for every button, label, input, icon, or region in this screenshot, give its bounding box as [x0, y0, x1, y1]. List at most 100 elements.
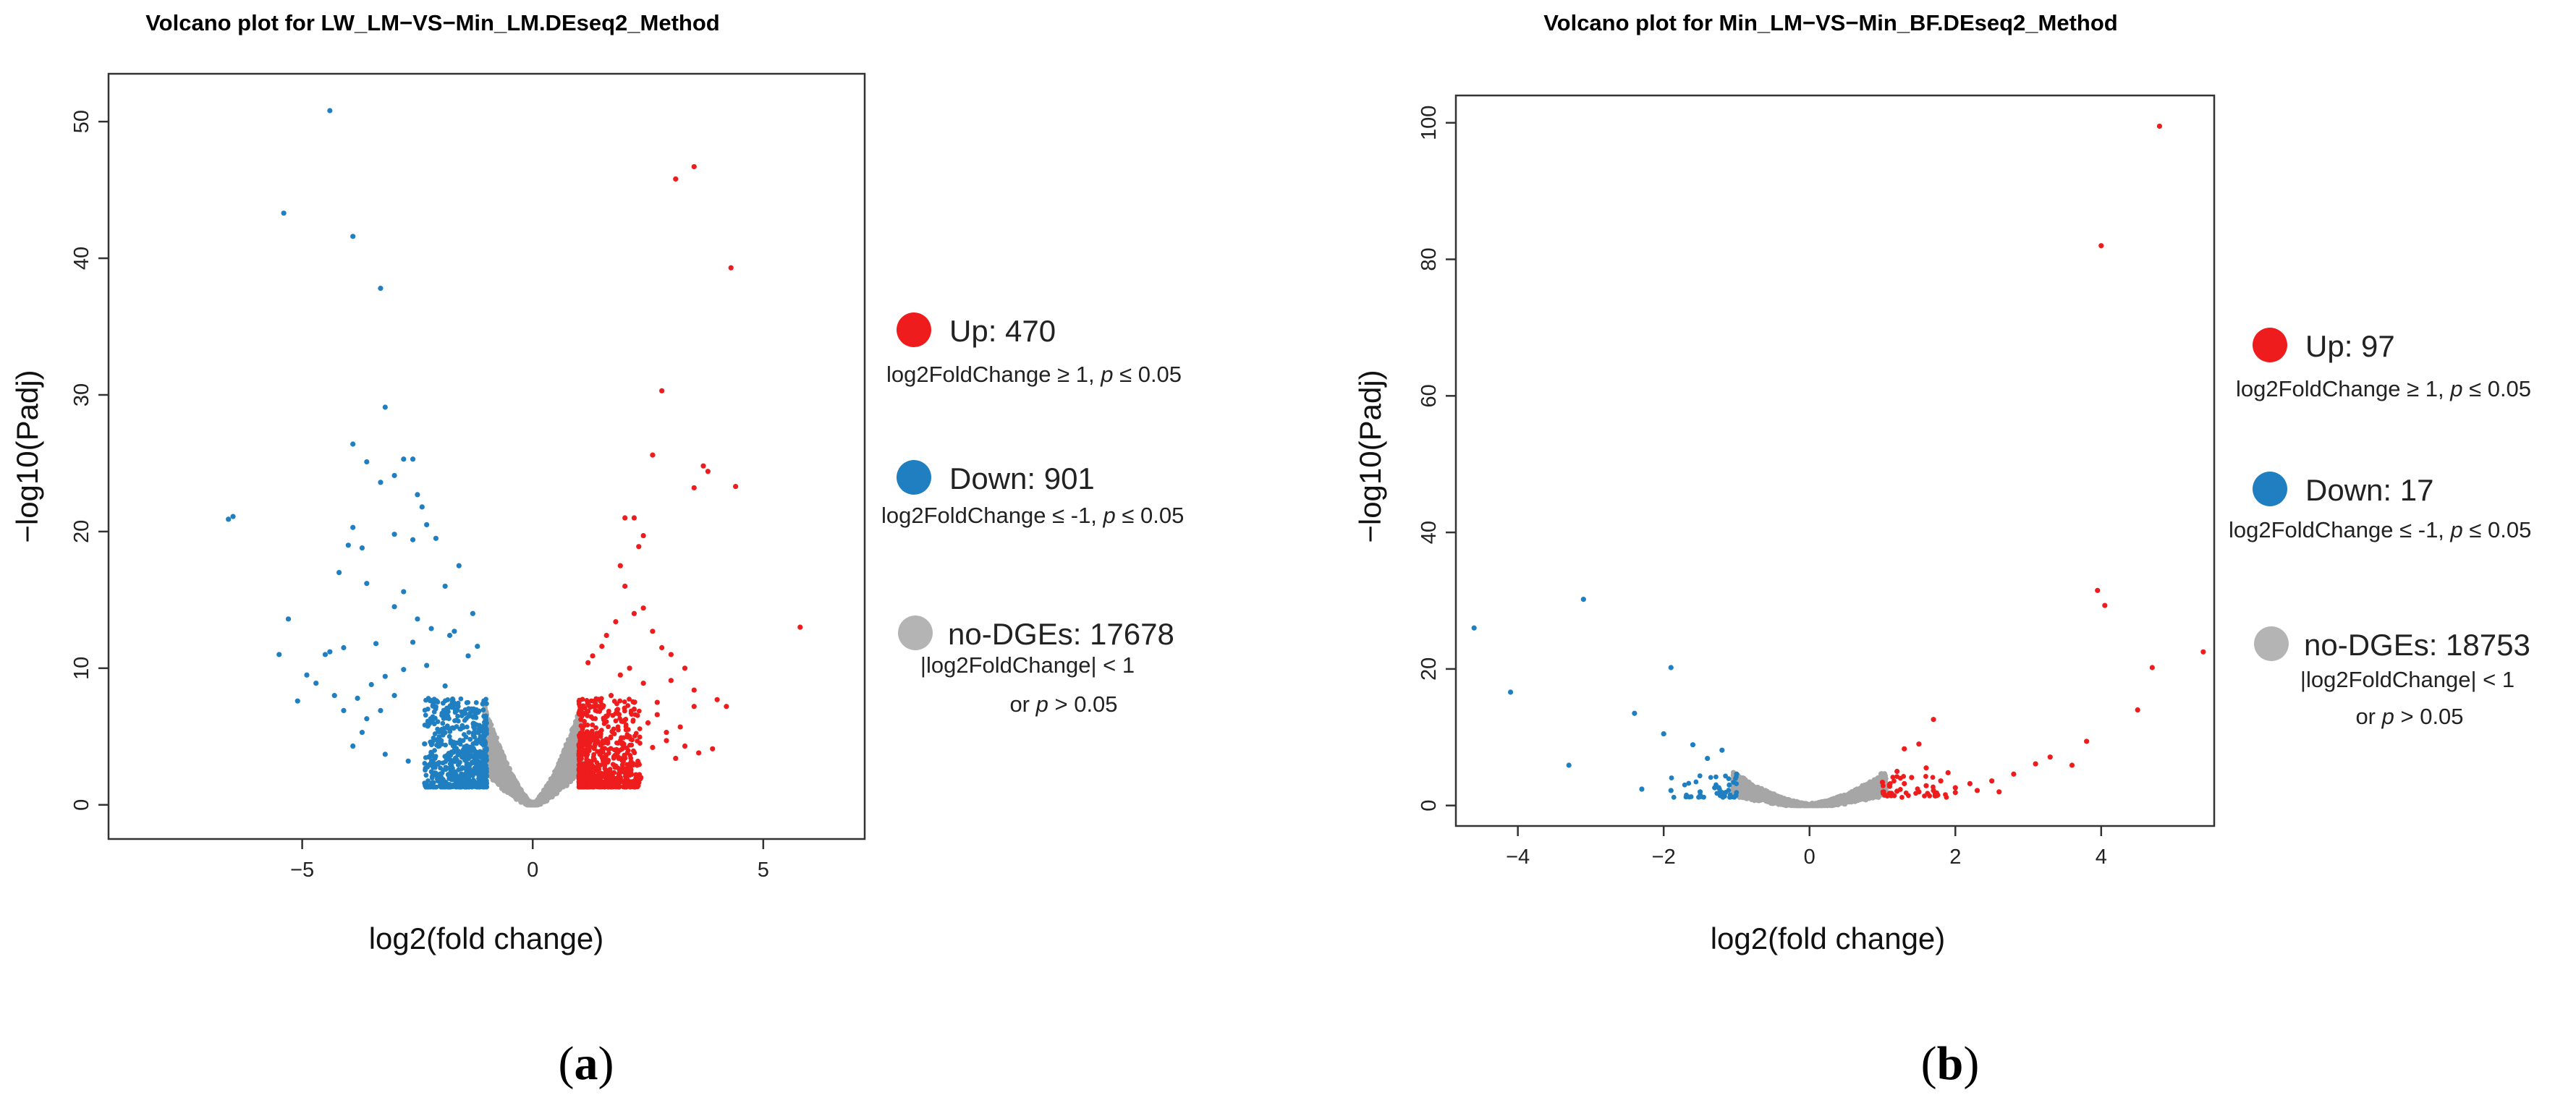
- down-gene-point: [456, 563, 462, 568]
- up-gene-point: [700, 463, 706, 469]
- down-gene-point: [475, 644, 480, 650]
- no-dge-point: [533, 802, 538, 808]
- down-gene-point: [350, 441, 356, 447]
- down-gene-point: [440, 760, 446, 766]
- plot-frame-a: [107, 72, 866, 840]
- up-gene-point: [598, 699, 603, 704]
- down-gene-point: [230, 514, 236, 519]
- chart-title-b: Volcano plot for Min_LM−VS−Min_BF.DEseq2…: [1543, 10, 2117, 35]
- down-gene-point: [430, 703, 436, 709]
- legend-nodge-condition-2-a: or p > 0.05: [1009, 691, 1117, 717]
- up-gene-point: [673, 176, 679, 182]
- down-gene-point: [427, 697, 433, 703]
- up-gene-point: [598, 728, 604, 733]
- down-gene-point: [483, 713, 489, 719]
- x-tick-label: 2: [1949, 846, 1961, 869]
- down-gene-point: [373, 641, 379, 647]
- up-gene-point: [650, 452, 656, 458]
- no-dge-cloud-b: [1730, 770, 1889, 809]
- up-gene-point: [617, 715, 622, 721]
- no-dge-point: [545, 793, 551, 798]
- up-gene-point: [630, 718, 636, 724]
- down-gene-point: [304, 672, 310, 678]
- down-gene-point: [440, 720, 446, 726]
- up-gene-point: [631, 610, 637, 616]
- down-gene-point: [422, 781, 428, 787]
- down-gene-point: [433, 770, 438, 776]
- up-gene-point: [615, 741, 621, 746]
- down-gene-point: [391, 532, 397, 537]
- down-gene-point: [467, 744, 473, 750]
- down-gene-point: [463, 780, 469, 785]
- no-dge-point: [543, 785, 550, 791]
- up-gene-point: [590, 783, 596, 789]
- down-gene-point: [382, 751, 388, 757]
- down-gene-point: [410, 456, 416, 462]
- up-gene-point: [797, 624, 803, 630]
- down-gene-point: [458, 726, 464, 732]
- down-gene-point: [450, 750, 456, 755]
- down-gene-point: [313, 681, 319, 686]
- x-tick-label: −2: [1652, 846, 1676, 869]
- down-gene-point: [410, 639, 416, 645]
- no-dge-point: [491, 770, 496, 775]
- x-tick-label: 5: [758, 859, 769, 882]
- up-gene-point: [627, 665, 632, 671]
- up-gene-point: [600, 746, 606, 751]
- up-gene-point: [668, 678, 674, 683]
- up-gene-point: [627, 733, 632, 739]
- down-gene-point: [452, 629, 457, 634]
- up-gene-point: [612, 778, 617, 784]
- down-gene-point: [483, 697, 488, 702]
- down-gene-point: [452, 718, 457, 723]
- up-gene-point: [594, 731, 599, 736]
- legend-nodge-label-a: no-DGEs: 17678: [948, 617, 1174, 651]
- down-gene-point: [483, 748, 489, 754]
- up-gene-point: [589, 772, 595, 778]
- down-gene-point: [459, 751, 465, 757]
- down-gene-point: [480, 784, 486, 790]
- down-gene-point: [431, 709, 437, 715]
- down-gene-point: [455, 713, 460, 719]
- up-gene-point: [631, 706, 637, 712]
- down-gene-point: [364, 459, 370, 465]
- up-gene-point: [691, 485, 697, 491]
- panel-b: Volcano plot for Min_LM−VS−Min_BF.DEseq2…: [1353, 10, 2531, 1090]
- up-gene-point: [591, 751, 597, 757]
- down-gene-point: [473, 715, 479, 720]
- down-gene-point: [336, 569, 342, 576]
- down-gene-point: [401, 667, 407, 673]
- up-gene-point: [625, 748, 631, 754]
- y-tick-label: 50: [70, 110, 93, 133]
- down-gene-point: [359, 545, 365, 551]
- down-gene-point: [480, 729, 486, 734]
- up-gene-point: [587, 780, 593, 785]
- up-gene-point: [579, 706, 585, 712]
- down-gene-point: [350, 743, 356, 749]
- up-gene-point: [576, 710, 582, 716]
- down-gene-point: [442, 698, 448, 704]
- up-gene-point: [595, 780, 601, 785]
- up-gene-point: [637, 726, 643, 732]
- up-gene-point: [664, 738, 669, 744]
- down-gene-point: [455, 704, 461, 710]
- down-gene-point: [327, 108, 333, 114]
- down-gene-point: [427, 784, 433, 790]
- up-gene-point: [724, 704, 729, 710]
- down-gene-point: [480, 725, 485, 731]
- up-gene-point: [696, 750, 702, 756]
- down-gene-point: [428, 742, 434, 748]
- up-gene-point: [654, 699, 660, 705]
- up-gene-point: [593, 725, 598, 731]
- up-gene-point: [611, 726, 617, 732]
- no-dge-point: [554, 780, 561, 785]
- x-tick-label: 0: [527, 859, 538, 882]
- down-gene-point: [442, 683, 448, 689]
- up-gene-point: [691, 687, 697, 693]
- up-gene-point: [577, 698, 582, 704]
- down-gene-point: [331, 693, 337, 699]
- y-tick-label: 30: [70, 383, 93, 406]
- down-gene-point: [448, 773, 454, 778]
